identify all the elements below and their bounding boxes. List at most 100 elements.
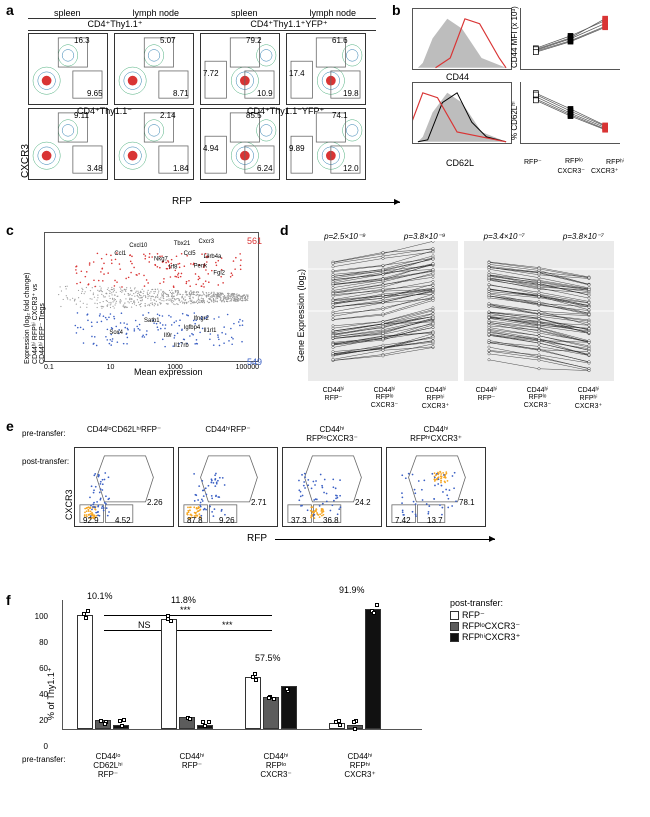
data-point: [353, 727, 357, 731]
svg-text:Il9r: Il9r: [164, 333, 172, 339]
arrow-line: [200, 202, 400, 203]
xcat: CD44ʰⁱ RFPˡᵒ CXCR3⁻: [234, 752, 318, 779]
gate-value: 1.84: [173, 164, 189, 173]
facs-plot: 4.9485.56.24: [200, 108, 280, 180]
data-point: [352, 720, 356, 724]
xtick: 10: [107, 364, 115, 371]
data-point: [188, 717, 192, 721]
overlay-plot: 87.8 9.26 2.71: [178, 447, 278, 527]
ytick: 20: [39, 716, 48, 725]
data-point: [120, 724, 124, 728]
legend-swatch: [450, 611, 459, 620]
gate-value: 4.52: [115, 516, 131, 525]
panel-c-xticks: 0.1101000100000: [44, 364, 259, 371]
xtext: RFP: [247, 533, 267, 544]
data-point: [285, 687, 289, 691]
facs-plot: 17.461.619.8: [286, 33, 366, 105]
legend-label: RFPʰⁱCXCR3⁺: [462, 632, 520, 642]
svg-text:Irf8: Irf8: [169, 265, 178, 271]
svg-text:Ccl5: Ccl5: [184, 251, 197, 257]
sig-label: ***: [180, 605, 191, 615]
gate-value: 2.71: [251, 498, 267, 507]
facs-plot: 7.7279.210.9: [200, 33, 280, 105]
data-point: [272, 697, 276, 701]
hdr: spleen: [54, 8, 81, 18]
xcat: CD44ʰⁱ RFPʰⁱ CXCR3⁺: [563, 386, 614, 410]
gate-value: 87.8: [187, 516, 203, 525]
gate-value: 24.2: [355, 498, 371, 507]
gate-value: 36.8: [323, 516, 339, 525]
facs-plot: 16.3 9.65: [28, 33, 108, 105]
hdr2: CD4⁺Thy1.1⁺: [28, 19, 202, 31]
panel-d: p=2.5×10⁻⁹ p=3.8×10⁻⁹ p=3.4×10⁻⁷ p=3.8×1…: [290, 232, 620, 392]
xcat2: [524, 167, 557, 175]
bar: [245, 677, 261, 729]
pval: p=3.4×10⁻⁷: [484, 232, 525, 241]
panel-f-xcats: CD44ˡᵒ CD62Lʰⁱ RFP⁻CD44ʰⁱ RFP⁻CD44ʰⁱ RFP…: [66, 752, 402, 779]
panel-b-row1: 246 CD44 MFI (x 10³): [402, 8, 642, 70]
xcat: CD44ʰⁱ RFPˡᵒ CXCR3⁻: [512, 386, 563, 410]
panel-a-row2-left: CD4⁺Thy1.1⁻: [77, 106, 132, 117]
xcat: RFP⁻: [524, 158, 542, 166]
sig-label: NS: [138, 620, 151, 630]
ytick: 80: [39, 638, 48, 647]
panel-b-xcats: RFP⁻RFPˡᵒRFPʰⁱ: [524, 158, 624, 166]
pre-transfer-label: pre-transfer:: [22, 429, 66, 438]
gate-value: 37.3: [291, 516, 307, 525]
svg-text:Ccl1: Ccl1: [114, 251, 127, 257]
arrow-line: [275, 539, 495, 540]
panel-a-y-axis: CXCR3: [20, 144, 31, 178]
facs-plot: 2.14 1.84: [114, 108, 194, 180]
panel-b-xcats2: CXCR3⁻CXCR3⁺: [524, 167, 624, 175]
gate-value: 9.65: [87, 89, 103, 98]
sig-bracket: [188, 630, 272, 631]
panel-b-row2: 20406080 % CD62Lʰⁱ: [402, 82, 642, 144]
panel-label-d: d: [280, 222, 289, 238]
xcat: CD44ʰⁱ RFPʰⁱ CXCR3⁺: [410, 386, 461, 410]
xtick: 1000: [167, 364, 183, 371]
svg-text:Il17rb: Il17rb: [174, 343, 190, 349]
pval: p=3.8×10⁻⁷: [563, 232, 604, 241]
cd62l-histogram: [412, 82, 512, 144]
pct-label: 10.1%: [87, 591, 113, 601]
legend-title: post-transfer:: [450, 598, 520, 608]
gate-value: 6.24: [257, 164, 273, 173]
panel-label-f: f: [6, 592, 11, 608]
ytick: 100: [35, 612, 48, 621]
panel-e-x: RFP ▶: [247, 533, 267, 544]
bar: [365, 609, 381, 729]
svg-text:Satb1: Satb1: [144, 318, 160, 324]
panel-e: pre-transfer: post-transfer: CD44ˡᵒCD62L…: [22, 425, 487, 527]
data-point: [251, 675, 255, 679]
cd44-mfi-plot: 246: [520, 8, 620, 70]
panel-e-headers: CD44ˡᵒCD62LʰⁱRFP⁻CD44ʰⁱRFP⁻CD44ʰⁱ RFPˡᵒC…: [74, 425, 487, 447]
svg-text:Ifngr2: Ifngr2: [194, 316, 209, 322]
xcat2: CXCR3⁺: [591, 167, 624, 175]
panel-a-tissue-headers: spleen lymph node spleen lymph node: [28, 8, 382, 18]
bar: [161, 619, 177, 730]
svg-text:Nkg7: Nkg7: [154, 257, 168, 263]
data-point: [103, 722, 107, 726]
gate-value: 2.26: [147, 498, 163, 507]
gate-value: 16.3: [74, 36, 90, 45]
x-axis-text: RFP: [172, 196, 192, 207]
col-header: CD44ʰⁱ RFPˡᵒCXCR3⁻: [282, 425, 382, 447]
gate-value: 2.14: [160, 111, 176, 120]
data-point: [201, 720, 205, 724]
gate-value: 92.9: [83, 516, 99, 525]
gate-value: 9.26: [219, 516, 235, 525]
arrow-head-icon: ▶: [394, 197, 400, 206]
panel-f-pre: pre-transfer:: [22, 755, 66, 764]
col-header: CD44ʰⁱ RFPʰⁱCXCR3⁺: [386, 425, 486, 447]
xcat: RFPˡᵒ: [565, 158, 583, 166]
bar: [77, 615, 93, 729]
parallel-plot-down: 105: [464, 241, 614, 381]
hdr2: CD4⁺Thy1.1⁺YFP⁺: [202, 19, 376, 31]
cd62l-pct-plot: 20406080: [520, 82, 620, 144]
hist1-x: CD44: [446, 72, 469, 82]
gate-value: 7.72: [203, 69, 219, 78]
panel-a-x-axis: RFP ▶: [172, 196, 192, 207]
svg-text:Penk: Penk: [194, 264, 208, 270]
gate-value: 5.07: [160, 36, 176, 45]
ytick: 0: [44, 742, 48, 751]
